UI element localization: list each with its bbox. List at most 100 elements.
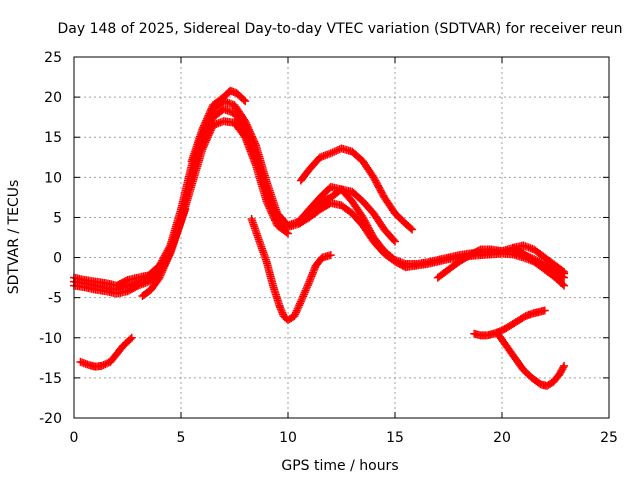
series-arc-5: [247, 215, 335, 325]
data-point-fill: [248, 132, 257, 141]
data-point-fill: [207, 124, 216, 133]
data-point: [127, 333, 136, 342]
data-point: [296, 297, 305, 306]
data-point-fill: [333, 146, 342, 155]
data-point-fill: [200, 140, 209, 149]
data-point-fill: [206, 128, 215, 137]
data-point-fill: [270, 214, 279, 223]
tick-labels: 0 5 10 15 20 25 -20 -15 -10 -5 0 5 10 15 20 25: [39, 50, 618, 446]
y-tick-label: 25: [44, 50, 62, 66]
data-point-fill: [239, 95, 248, 104]
data-point: [198, 145, 207, 154]
data-point-fill: [263, 199, 272, 208]
x-tick-label: 10: [279, 430, 297, 446]
y-tick-label: 0: [53, 251, 62, 267]
data-point-fill: [243, 122, 252, 131]
series-arc-8: [493, 329, 569, 390]
data-point-fill: [203, 133, 212, 142]
data-point-fill: [200, 120, 209, 129]
data-point-fill: [199, 121, 208, 130]
data-point-fill: [303, 281, 312, 290]
x-axis-label: GPS time / hours: [281, 458, 398, 474]
data-point: [241, 97, 250, 106]
series-arc-12: [305, 185, 399, 246]
data-point-fill: [328, 148, 337, 157]
data-point: [326, 251, 335, 260]
data-point-fill: [558, 280, 567, 289]
data-point-fill: [163, 255, 172, 264]
data-point-fill: [202, 136, 211, 145]
data-point-fill: [158, 266, 167, 275]
data-point-fill: [204, 131, 213, 140]
data-point-fill: [296, 299, 305, 308]
data-point: [155, 273, 164, 282]
series-arc-11: [138, 205, 190, 301]
data-point-fill: [160, 262, 169, 271]
data-point-fill: [266, 205, 275, 214]
data-point-fill: [157, 269, 166, 278]
data-point-fill: [291, 310, 300, 319]
series-arc-4: [76, 333, 136, 371]
data-point-fill: [304, 279, 313, 288]
data-point-fill: [202, 114, 211, 123]
data-point-fill: [294, 303, 303, 312]
data-point-fill: [205, 129, 214, 138]
data-point-fill: [156, 271, 165, 280]
data-point-fill: [303, 283, 312, 292]
data-point-fill: [264, 200, 273, 209]
data-point-fill: [242, 120, 251, 129]
data-point-fill: [293, 304, 302, 313]
data-point-fill: [300, 288, 309, 297]
data-point-fill: [264, 202, 273, 211]
data-point-fill: [245, 125, 254, 134]
data-point-fill: [302, 284, 311, 293]
data-point-fill: [161, 259, 170, 268]
plot-border: [73, 56, 610, 419]
series-arc-13: [187, 86, 250, 166]
data-point-fill: [299, 292, 308, 301]
data-point-fill: [205, 109, 214, 118]
data-point: [181, 205, 190, 214]
x-tick-label: 15: [386, 430, 404, 446]
data-point: [391, 237, 399, 246]
data-point: [560, 361, 569, 370]
x-tick-label: 5: [177, 430, 186, 446]
data-point-fill: [282, 228, 291, 237]
data-layer: [70, 86, 569, 390]
data-point-fill: [241, 118, 250, 127]
data-point-fill: [159, 264, 168, 273]
data-point-fill: [271, 218, 280, 227]
x-tick-label: 0: [70, 430, 79, 446]
data-point-fill: [295, 301, 304, 310]
data-point-fill: [201, 118, 210, 127]
data-point-fill: [126, 335, 135, 344]
y-axis-label: SDTVAR / TECUs: [6, 180, 22, 295]
y-tick-label: -5: [48, 291, 62, 307]
data-point-fill: [157, 268, 166, 277]
data-point-fill: [204, 111, 213, 120]
data-point-fill: [201, 138, 210, 147]
data-point-fill: [102, 359, 111, 368]
series-arc-6: [296, 144, 417, 234]
data-point-fill: [297, 295, 306, 304]
data-point-fill: [162, 257, 171, 266]
data-point-fill: [246, 129, 255, 138]
data-point-fill: [101, 360, 110, 369]
data-point-fill: [206, 108, 215, 117]
data-point-fill: [248, 134, 257, 143]
data-point-fill: [265, 204, 274, 213]
data-point-fill: [332, 146, 341, 155]
data-point-fill: [244, 124, 253, 133]
data-point-fill: [271, 216, 280, 225]
data-point-fill: [161, 260, 170, 269]
y-tick-label: -10: [39, 331, 62, 347]
x-tick-label: 25: [600, 430, 618, 446]
data-point: [408, 225, 417, 234]
axis-ticks: [73, 56, 610, 419]
data-point-fill: [298, 294, 307, 303]
series-arc-10: [508, 243, 569, 290]
data-point-fill: [245, 127, 254, 136]
data-point-fill: [202, 116, 211, 125]
